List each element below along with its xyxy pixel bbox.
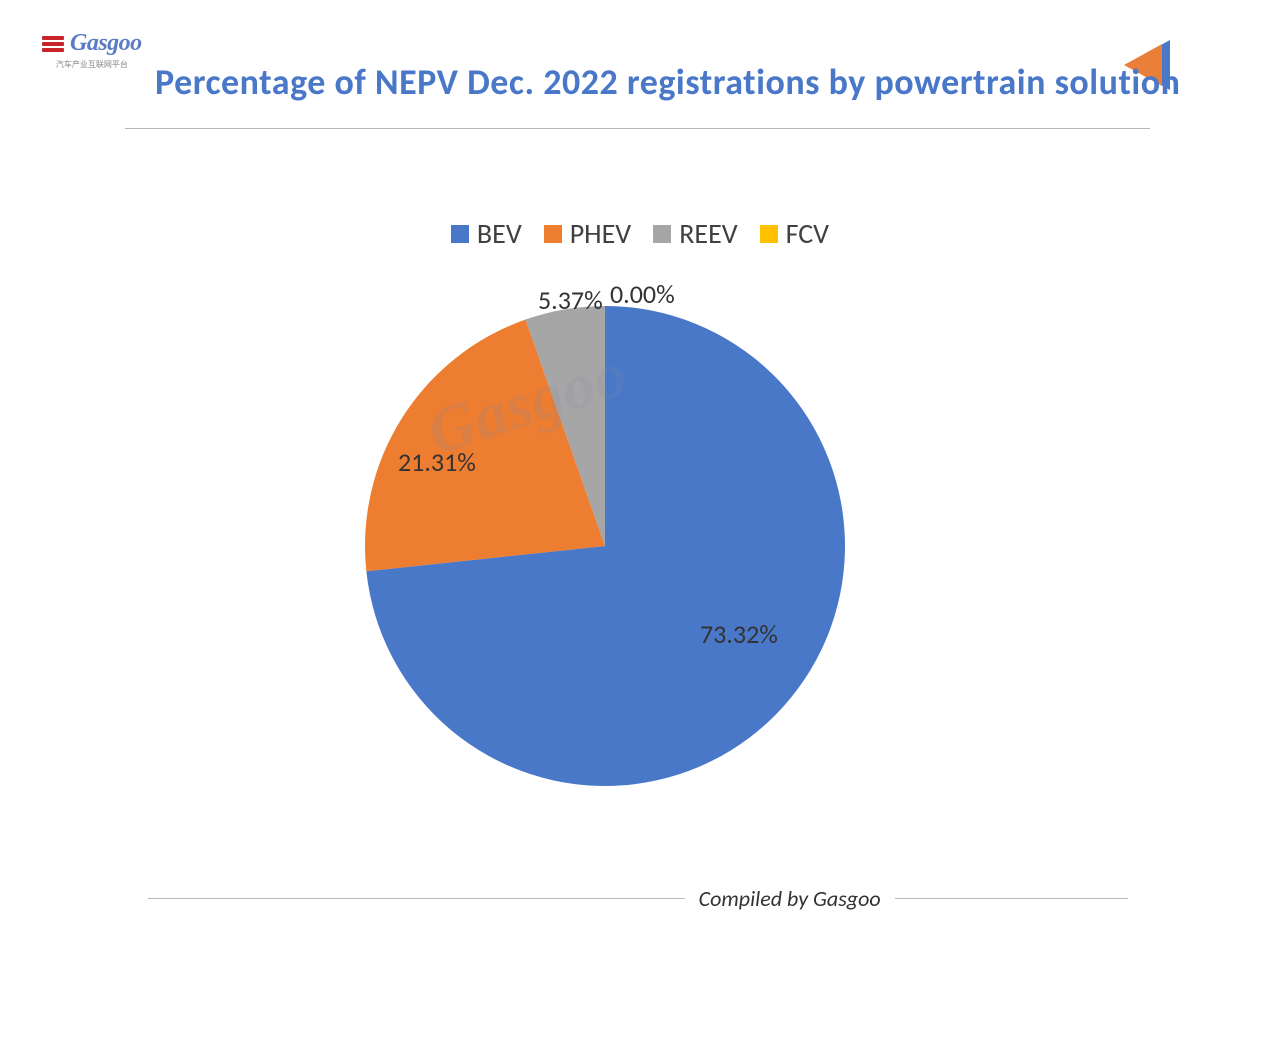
logo-subtext: 汽车产业互联网平台 [42, 59, 142, 70]
legend-label: REEV [679, 216, 737, 251]
legend-item-bev: BEV [451, 216, 522, 251]
chart-legend: BEV PHEV REEV FCV [0, 216, 1280, 251]
legend-swatch-icon [760, 225, 778, 243]
legend-item-fcv: FCV [760, 216, 829, 251]
logo-text: Gasgoo [70, 30, 142, 57]
brand-logo: Gasgoo 汽车产业互联网平台 [42, 30, 142, 70]
slice-label-reev: 5.37% [538, 284, 603, 316]
legend-swatch-icon [544, 225, 562, 243]
legend-swatch-icon [451, 225, 469, 243]
slice-label-phev: 21.31% [398, 446, 476, 478]
pie-chart: Gasgoo [365, 306, 845, 786]
slice-label-fcv: 0.00% [610, 278, 675, 310]
footer-rule: Compiled by Gasgoo [148, 898, 1128, 899]
chart-title: Percentage of NEPV Dec. 2022 registratio… [155, 60, 1180, 104]
slice-label-bev: 73.32% [700, 618, 778, 650]
logo-bars-icon [42, 34, 64, 54]
legend-item-reev: REEV [653, 216, 737, 251]
legend-swatch-icon [653, 225, 671, 243]
legend-label: PHEV [570, 216, 631, 251]
legend-label: BEV [477, 216, 522, 251]
title-rule [125, 128, 1150, 129]
legend-label: FCV [786, 216, 829, 251]
legend-item-phev: PHEV [544, 216, 631, 251]
footer-credit: Compiled by Gasgoo [685, 885, 895, 912]
